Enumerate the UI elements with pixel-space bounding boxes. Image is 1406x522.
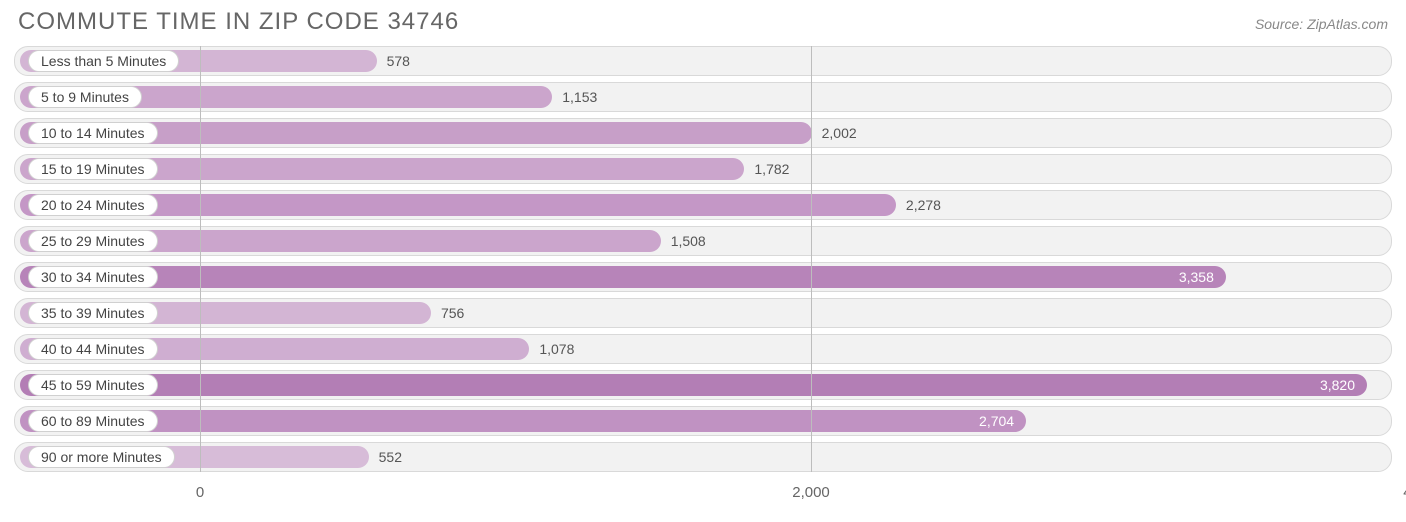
value-label: 552 [379, 449, 402, 465]
category-label: 10 to 14 Minutes [28, 122, 158, 144]
value-label: 1,153 [562, 89, 597, 105]
table-row: 45 to 59 Minutes 3,820 [14, 370, 1392, 400]
value-label: 3,820 [1320, 377, 1355, 393]
table-row: 10 to 14 Minutes 2,002 [14, 118, 1392, 148]
axis-tick-label: 2,000 [792, 484, 830, 501]
table-row: 15 to 19 Minutes 1,782 [14, 154, 1392, 184]
bar [20, 374, 1367, 396]
category-label: 60 to 89 Minutes [28, 410, 158, 432]
table-row: 60 to 89 Minutes 2,704 [14, 406, 1392, 436]
value-label: 756 [441, 305, 464, 321]
x-axis: 02,0004,000 [14, 478, 1392, 508]
bar [20, 410, 1026, 432]
category-label: 20 to 24 Minutes [28, 194, 158, 216]
value-label: 1,782 [754, 161, 789, 177]
header: COMMUTE TIME IN ZIP CODE 34746 Source: Z… [0, 0, 1406, 40]
category-label: 15 to 19 Minutes [28, 158, 158, 180]
source-label: Source: ZipAtlas.com [1255, 16, 1388, 32]
axis-tick-label: 0 [196, 484, 204, 501]
category-label: 35 to 39 Minutes [28, 302, 158, 324]
chart-title: COMMUTE TIME IN ZIP CODE 34746 [18, 8, 459, 36]
category-label: 5 to 9 Minutes [28, 86, 142, 108]
table-row: 25 to 29 Minutes 1,508 [14, 226, 1392, 256]
category-label: 90 or more Minutes [28, 446, 175, 468]
value-label: 1,078 [539, 341, 574, 357]
table-row: 35 to 39 Minutes 756 [14, 298, 1392, 328]
value-label: 2,278 [906, 197, 941, 213]
table-row: 5 to 9 Minutes 1,153 [14, 82, 1392, 112]
value-label: 2,704 [979, 413, 1014, 429]
chart-area: Less than 5 Minutes 578 5 to 9 Minutes 1,15… [14, 46, 1392, 472]
table-row: 20 to 24 Minutes 2,278 [14, 190, 1392, 220]
category-label: 30 to 34 Minutes [28, 266, 158, 288]
category-label: 45 to 59 Minutes [28, 374, 158, 396]
bar [20, 266, 1226, 288]
category-label: 25 to 29 Minutes [28, 230, 158, 252]
value-label: 3,358 [1179, 269, 1214, 285]
category-label: Less than 5 Minutes [28, 50, 179, 72]
table-row: 30 to 34 Minutes 3,358 [14, 262, 1392, 292]
table-row: 40 to 44 Minutes 1,078 [14, 334, 1392, 364]
table-row: Less than 5 Minutes 578 [14, 46, 1392, 76]
value-label: 2,002 [822, 125, 857, 141]
table-row: 90 or more Minutes 552 [14, 442, 1392, 472]
value-label: 1,508 [671, 233, 706, 249]
value-label: 578 [387, 53, 410, 69]
category-label: 40 to 44 Minutes [28, 338, 158, 360]
